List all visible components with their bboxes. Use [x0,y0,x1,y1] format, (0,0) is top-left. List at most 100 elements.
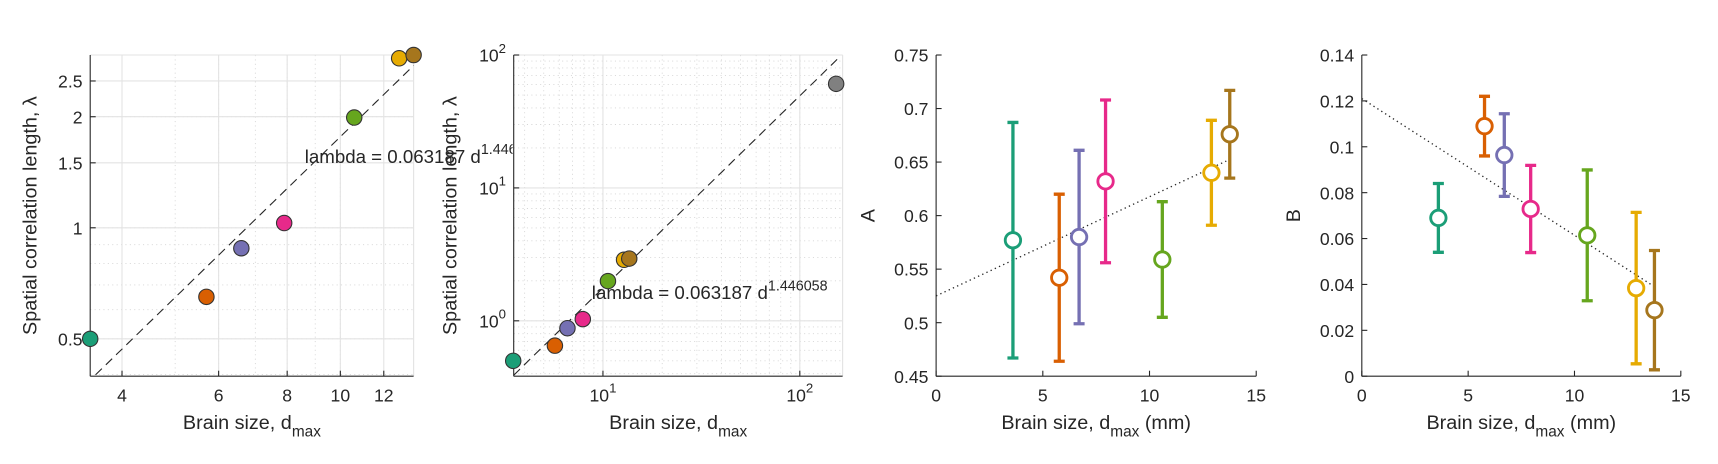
x-tick-label: 0 [1357,386,1367,406]
y-tick-label: 0 [1344,367,1354,387]
y-tick-label: 0.06 [1320,229,1354,249]
point [1096,172,1115,191]
y-tick-text: 0.55 [894,260,928,280]
point [1050,268,1069,287]
y-tick-label: 100 [479,307,506,332]
x-tick-text: 12 [374,386,394,406]
y-tick-label: 0.5 [904,313,929,333]
point [1578,226,1597,245]
y-tick-text: 0.08 [1320,183,1354,203]
y-tick-text: 0.12 [1320,91,1354,111]
y-axis-label: Spatial correlation length, λ [440,96,462,335]
y-tick-label: 101 [479,174,506,199]
fit-line [95,65,414,376]
y-tick-text: 10 [479,46,499,66]
x-tick-text: 10 [1565,386,1585,406]
x-tick-text: 8 [282,386,292,406]
x-axis-label-text: Brain size, d [183,412,292,434]
x-axis-label-suffix: (mm) [1139,412,1191,434]
y-tick-text: 0.6 [904,206,929,226]
x-tick-text: 5 [1463,386,1473,406]
x-tick-label: 10 [331,386,351,406]
point [1521,199,1540,219]
y-tick-text: 0 [1344,367,1354,387]
x-axis-label-suffix: (mm) [1564,412,1616,434]
y-tick-label: 0.12 [1320,91,1354,111]
x-tick-label: 4 [117,386,127,406]
y-tick-exponent: 2 [499,41,506,56]
x-tick-label: 15 [1246,386,1266,406]
y-tick-text: 0.06 [1320,229,1354,249]
annotation-main: lambda = 0.063187 d [592,282,768,303]
x-axis-label: Brain size, dmax (mm) [1426,412,1616,441]
point [1495,145,1514,165]
annotation: lambda = 0.063187 d1.446058 [592,278,828,303]
panel: 0 5 10 15 0.45 0.5 0.55 0.6 0.65 0.7 0.75 Brain siz… [858,46,1267,441]
point [620,250,638,267]
x-tick-label: 15 [1671,386,1691,406]
y-tick-text: 2.5 [58,72,83,92]
point [405,46,422,64]
y-tick-text: 0.5 [58,329,83,349]
y-tick-label: 0.5 [58,329,83,349]
panel: 0 5 10 15 0 0.02 0.04 0.06 0.08 0.1 0.12 0.14 Brain … [1283,46,1691,441]
x-tick-text: 4 [117,386,127,406]
point [546,337,564,354]
y-axis-label: B [1283,209,1305,222]
y-tick-text: 0.1 [1330,137,1354,157]
y-tick-text: 0.65 [894,153,928,173]
y-tick-label: 0.14 [1320,46,1354,66]
annotation-text: lambda = 0.063187 d1.446058 [305,142,541,167]
annotation-sup: 1.446058 [481,142,541,158]
point [275,214,293,232]
x-tick-exponent: 2 [806,381,813,396]
y-tick-text: 0.75 [894,46,928,66]
point [345,109,363,126]
annotation-main: lambda = 0.063187 d [305,146,481,167]
point [1069,227,1089,247]
y-tick-text: 0.04 [1320,275,1354,295]
x-tick-text: 10 [786,386,806,406]
x-tick-text: 10 [1140,386,1160,406]
x-tick-exponent: 1 [609,381,616,396]
x-tick-label: 6 [214,386,224,406]
y-tick-label: 0.55 [894,260,928,280]
x-axis-label-text: Brain size, d [1426,412,1535,434]
x-tick-label: 10 [1565,386,1585,406]
x-axis-label-sub: max [718,424,747,441]
x-tick-label: 8 [282,386,292,406]
y-tick-text: 2 [73,107,83,127]
point [827,75,845,93]
annotation-text: lambda = 0.063187 d1.446058 [592,278,828,303]
x-axis-label-text: Brain size, d [1001,412,1110,434]
x-tick-text: 10 [331,386,351,406]
x-tick-text: 15 [1246,386,1266,406]
x-tick-label: 12 [374,386,394,406]
x-tick-label: 102 [786,381,813,406]
y-tick-label: 0.1 [1330,137,1354,157]
y-tick-label: 2 [73,107,83,127]
y-tick-text: 1 [73,218,83,238]
y-tick-text: 0.14 [1320,46,1354,66]
x-tick-label: 5 [1463,386,1473,406]
x-axis-label-sub: max [1535,424,1564,441]
x-tick-label: 0 [931,386,941,406]
y-tick-text: 0.02 [1320,321,1354,341]
annotation: lambda = 0.063187 d1.446058 [305,142,541,167]
x-tick-text: 5 [1038,386,1048,406]
y-tick-label: 0.08 [1320,183,1354,203]
point [599,272,617,290]
x-tick-text: 10 [590,386,610,406]
x-axis-label: Brain size, dmax (mm) [1001,412,1191,441]
y-tick-label: 0.6 [904,206,929,226]
y-tick-label: 0.04 [1320,275,1354,295]
x-tick-text: 0 [931,386,941,406]
y-tick-text: 10 [479,179,499,199]
point [559,319,576,337]
point [1475,117,1494,136]
x-tick-text: 15 [1671,386,1691,406]
point [1220,125,1239,144]
